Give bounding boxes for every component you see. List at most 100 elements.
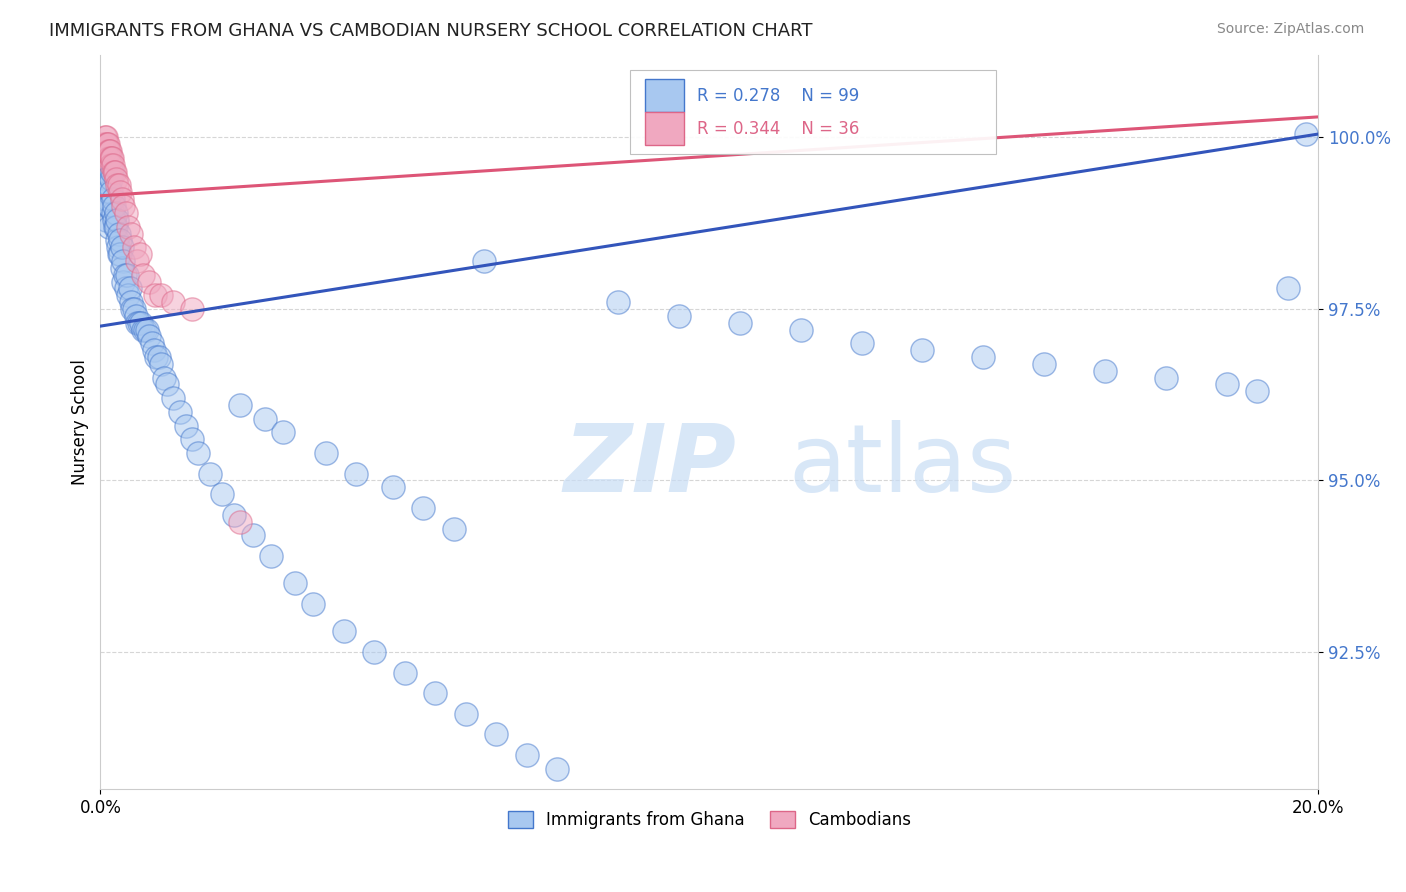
Point [516, 747, 538, 762]
Point [174, 418, 197, 433]
Point [94, 165, 117, 179]
Point [607, 295, 630, 310]
Point [98, 199, 121, 213]
Point [138, 329, 160, 343]
Point [229, 398, 252, 412]
Point [100, 151, 122, 165]
Point [107, 247, 129, 261]
Point [107, 178, 129, 193]
Point [97, 186, 120, 200]
Point [381, 480, 404, 494]
Point [546, 762, 568, 776]
Point [180, 433, 202, 447]
Point [260, 549, 283, 563]
Text: R = 0.278    N = 99: R = 0.278 N = 99 [697, 87, 859, 104]
Point [112, 199, 135, 213]
Point [94, 137, 117, 152]
Legend: Immigrants from Ghana, Cambodians: Immigrants from Ghana, Cambodians [501, 805, 918, 836]
Point [851, 336, 873, 351]
Point [363, 645, 385, 659]
Point [105, 219, 128, 234]
Point [728, 316, 751, 330]
Point [98, 144, 121, 158]
Point [148, 350, 170, 364]
Point [911, 343, 934, 358]
Point [121, 301, 143, 316]
Point [98, 219, 121, 234]
Point [115, 268, 138, 282]
Point [120, 295, 142, 310]
Point [103, 199, 125, 213]
Point [96, 192, 118, 206]
Point [108, 227, 131, 241]
Text: R = 0.344    N = 36: R = 0.344 N = 36 [697, 120, 859, 138]
FancyBboxPatch shape [630, 70, 995, 154]
Point [98, 151, 121, 165]
Point [156, 377, 179, 392]
Point [229, 515, 252, 529]
Point [93, 186, 115, 200]
Point [97, 137, 120, 152]
Point [105, 233, 128, 247]
Point [117, 219, 139, 234]
Point [271, 425, 294, 440]
Point [668, 309, 690, 323]
Point [96, 130, 118, 145]
Y-axis label: Nursery School: Nursery School [72, 359, 89, 485]
Point [1154, 370, 1177, 384]
Point [125, 254, 148, 268]
Point [1277, 281, 1299, 295]
Point [153, 370, 176, 384]
Point [115, 206, 138, 220]
Point [394, 665, 416, 680]
Point [120, 227, 142, 241]
Point [104, 165, 127, 179]
Point [132, 268, 155, 282]
Point [150, 288, 173, 302]
Point [97, 144, 120, 158]
Point [315, 446, 337, 460]
Point [104, 206, 127, 220]
Point [100, 186, 122, 200]
Point [129, 247, 152, 261]
Point [443, 522, 465, 536]
Point [111, 192, 134, 206]
Point [454, 706, 477, 721]
Point [145, 350, 167, 364]
Point [162, 295, 184, 310]
Point [253, 411, 276, 425]
Text: Source: ZipAtlas.com: Source: ZipAtlas.com [1216, 22, 1364, 37]
Point [103, 212, 125, 227]
Point [143, 288, 166, 302]
Point [1246, 384, 1268, 399]
Point [412, 500, 434, 515]
Point [96, 199, 118, 213]
Point [118, 281, 141, 295]
Point [142, 343, 165, 358]
Point [93, 137, 115, 152]
Point [117, 288, 139, 302]
Point [93, 178, 115, 193]
Point [101, 158, 124, 172]
Point [180, 301, 202, 316]
Point [108, 186, 131, 200]
Point [134, 322, 156, 336]
Point [169, 405, 191, 419]
Point [485, 727, 508, 741]
Point [162, 391, 184, 405]
Point [93, 144, 115, 158]
Text: IMMIGRANTS FROM GHANA VS CAMBODIAN NURSERY SCHOOL CORRELATION CHART: IMMIGRANTS FROM GHANA VS CAMBODIAN NURSE… [49, 22, 813, 40]
Point [110, 247, 132, 261]
Bar [645, 78, 683, 112]
Point [789, 322, 811, 336]
Point [97, 199, 120, 213]
Point [138, 275, 160, 289]
Point [1033, 357, 1056, 371]
Point [150, 357, 173, 371]
Point [122, 301, 145, 316]
Point [284, 576, 307, 591]
Bar [645, 112, 683, 145]
Point [242, 528, 264, 542]
Point [129, 316, 152, 330]
Point [104, 219, 127, 234]
